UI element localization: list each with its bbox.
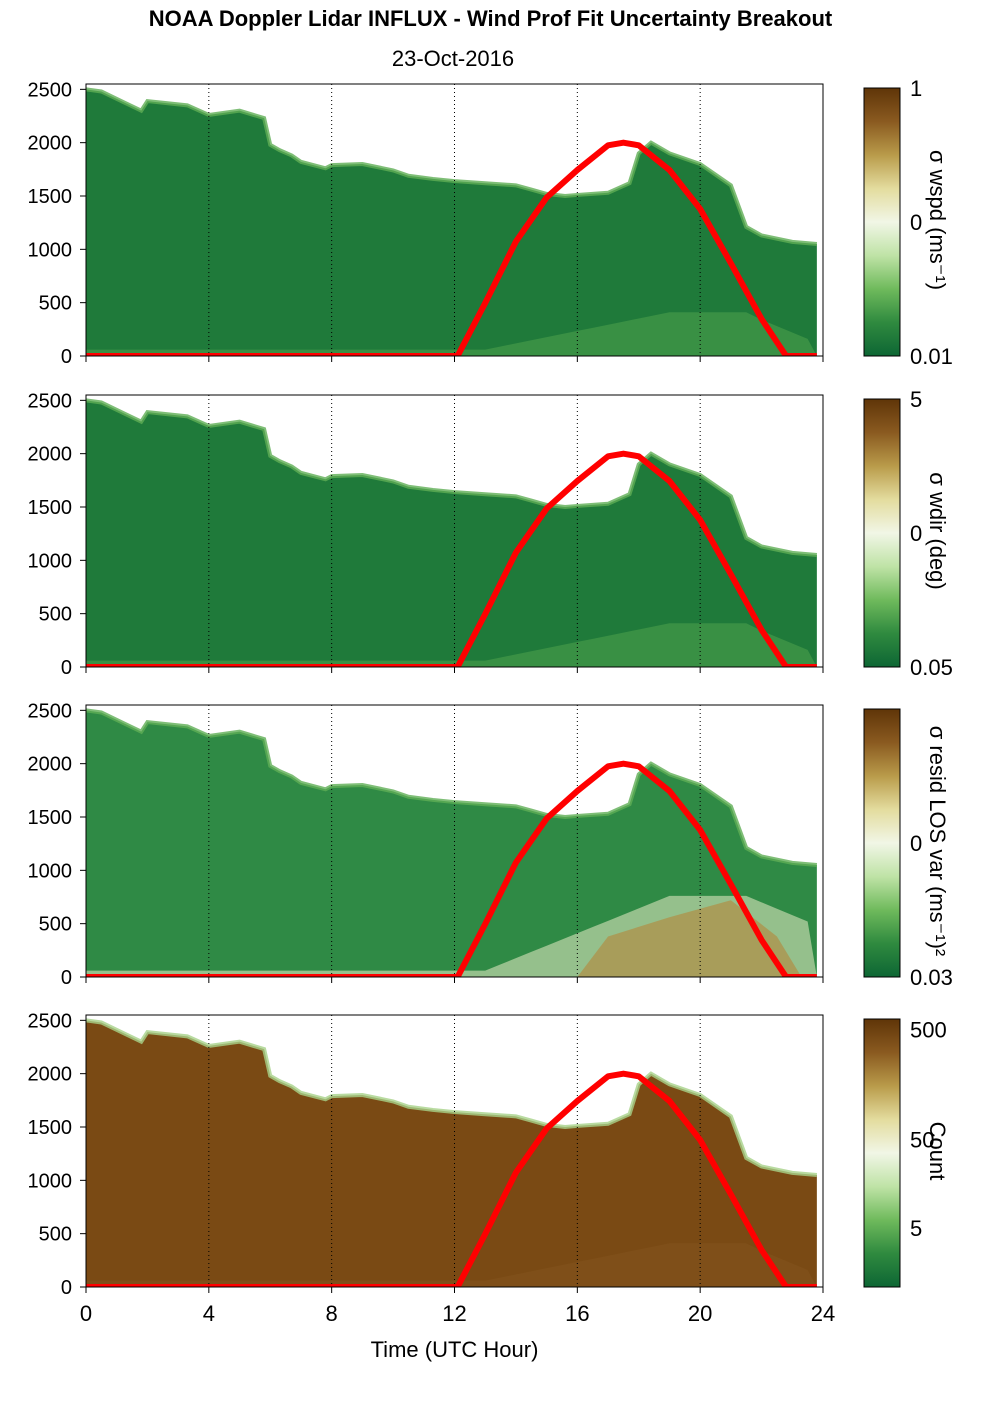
colorbar-tick-label: 0 [910, 831, 922, 856]
colorbar-tick-label: 1 [910, 76, 922, 101]
y-tick-label: 0 [61, 657, 72, 679]
colorbar-tick-label: 5 [910, 387, 922, 412]
colorbar-label: σ wspd (ms⁻¹) [925, 150, 950, 290]
y-tick-label: 2500 [28, 1010, 73, 1032]
heatmap-field [86, 398, 818, 667]
panel-1: 0 500 1000 1500 2000 2500 0.01 0 1 σ wspd (ms⁻¹) [28, 76, 953, 369]
y-tick-label: 2000 [28, 754, 73, 776]
heatmap-top-fringe [86, 87, 818, 246]
y-tick-label: 0 [61, 967, 72, 989]
y-tick-label: 2000 [28, 1064, 73, 1086]
x-tick-label: 20 [688, 1301, 712, 1326]
y-tick-label: 500 [39, 1224, 72, 1246]
y-tick-label: 2500 [28, 79, 73, 101]
y-tick-label: 1000 [28, 239, 73, 261]
colorbar-label: σ resid LOS var (ms⁻¹)² [925, 726, 950, 957]
x-axis-label: Time (UTC Hour) [371, 1337, 539, 1362]
colorbar-label: Count [925, 1122, 950, 1181]
colorbar: 0.03 0 σ resid LOS var (ms⁻¹)² [863, 708, 953, 990]
colorbar-tick-label: 5 [910, 1216, 922, 1241]
x-tick-label: 0 [80, 1301, 92, 1326]
solar-elevation-curve [86, 760, 817, 977]
y-tick-label: 1000 [28, 860, 73, 882]
colorbar-gradient [863, 87, 901, 357]
colorbar: 0.05 0 5 σ wdir (deg) [863, 387, 953, 680]
heatmap-surface-band [86, 623, 817, 667]
y-tick-label: 1500 [28, 807, 73, 829]
x-tick-label: 16 [565, 1301, 589, 1326]
heatmap-surface-band [86, 1243, 817, 1287]
colorbar-tick-label: 0.03 [910, 965, 953, 990]
colorbar-tick-label: 0 [910, 210, 922, 235]
y-tick-label: 0 [61, 1277, 72, 1299]
colorbar: 5 50 500 Count [863, 1018, 950, 1288]
heatmap-field [86, 1018, 818, 1287]
heatmap-region [86, 1020, 817, 1287]
heatmap-surface-band [86, 312, 817, 356]
x-tick-label: 24 [811, 1301, 835, 1326]
colorbar-tick-label: 500 [910, 1018, 947, 1043]
heatmap-top-fringe [86, 398, 818, 557]
heatmap-warm-core [577, 900, 802, 977]
y-tick-label: 500 [39, 293, 72, 315]
y-tick-label: 500 [39, 914, 72, 936]
colorbar-tick-label: 0.05 [910, 655, 953, 680]
colorbar-label: σ wdir (deg) [925, 472, 950, 590]
y-tick-label: 2500 [28, 700, 73, 722]
heatmap-region [86, 89, 817, 356]
solar-elevation-curve [86, 450, 817, 667]
y-tick-label: 500 [39, 604, 72, 626]
y-tick-label: 1500 [28, 186, 73, 208]
panel-4: 0 500 1000 1500 2000 2500 0 4 8 12 16 20 24 5 50 500 Cou… [28, 1010, 951, 1326]
heatmap-top-fringe [86, 1018, 818, 1177]
y-tick-label: 2000 [28, 444, 73, 466]
x-tick-label: 4 [203, 1301, 215, 1326]
y-tick-label: 0 [61, 346, 72, 368]
colorbar-tick-label: 0.01 [910, 344, 953, 369]
colorbar-gradient [863, 398, 901, 668]
heatmap-region [86, 400, 817, 667]
chart-subtitle: 23-Oct-2016 [391, 46, 515, 71]
heatmap-field [86, 708, 818, 977]
solar-elevation-curve [86, 1070, 817, 1287]
heatmap-field [86, 87, 818, 356]
heatmap-top-fringe [86, 708, 818, 867]
y-tick-label: 1000 [28, 550, 73, 572]
y-tick-label: 2500 [28, 390, 73, 412]
colorbar: 0.01 0 1 σ wspd (ms⁻¹) [863, 76, 953, 369]
panel-2: 0 500 1000 1500 2000 2500 0.05 0 5 σ wdir (deg) [28, 387, 953, 680]
y-tick-label: 1000 [28, 1170, 73, 1192]
colorbar-gradient [863, 1018, 901, 1288]
colorbar-gradient [863, 708, 901, 978]
y-tick-label: 2000 [28, 133, 73, 155]
chart-title: NOAA Doppler Lidar INFLUX - Wind Prof Fi… [148, 6, 833, 31]
solar-elevation-curve [86, 139, 817, 356]
x-tick-label: 8 [326, 1301, 338, 1326]
y-tick-label: 1500 [28, 497, 73, 519]
x-tick-label: 12 [442, 1301, 466, 1326]
y-tick-label: 1500 [28, 1117, 73, 1139]
colorbar-tick-label: 50 [910, 1128, 934, 1153]
colorbar-tick-label: 0 [910, 521, 922, 546]
